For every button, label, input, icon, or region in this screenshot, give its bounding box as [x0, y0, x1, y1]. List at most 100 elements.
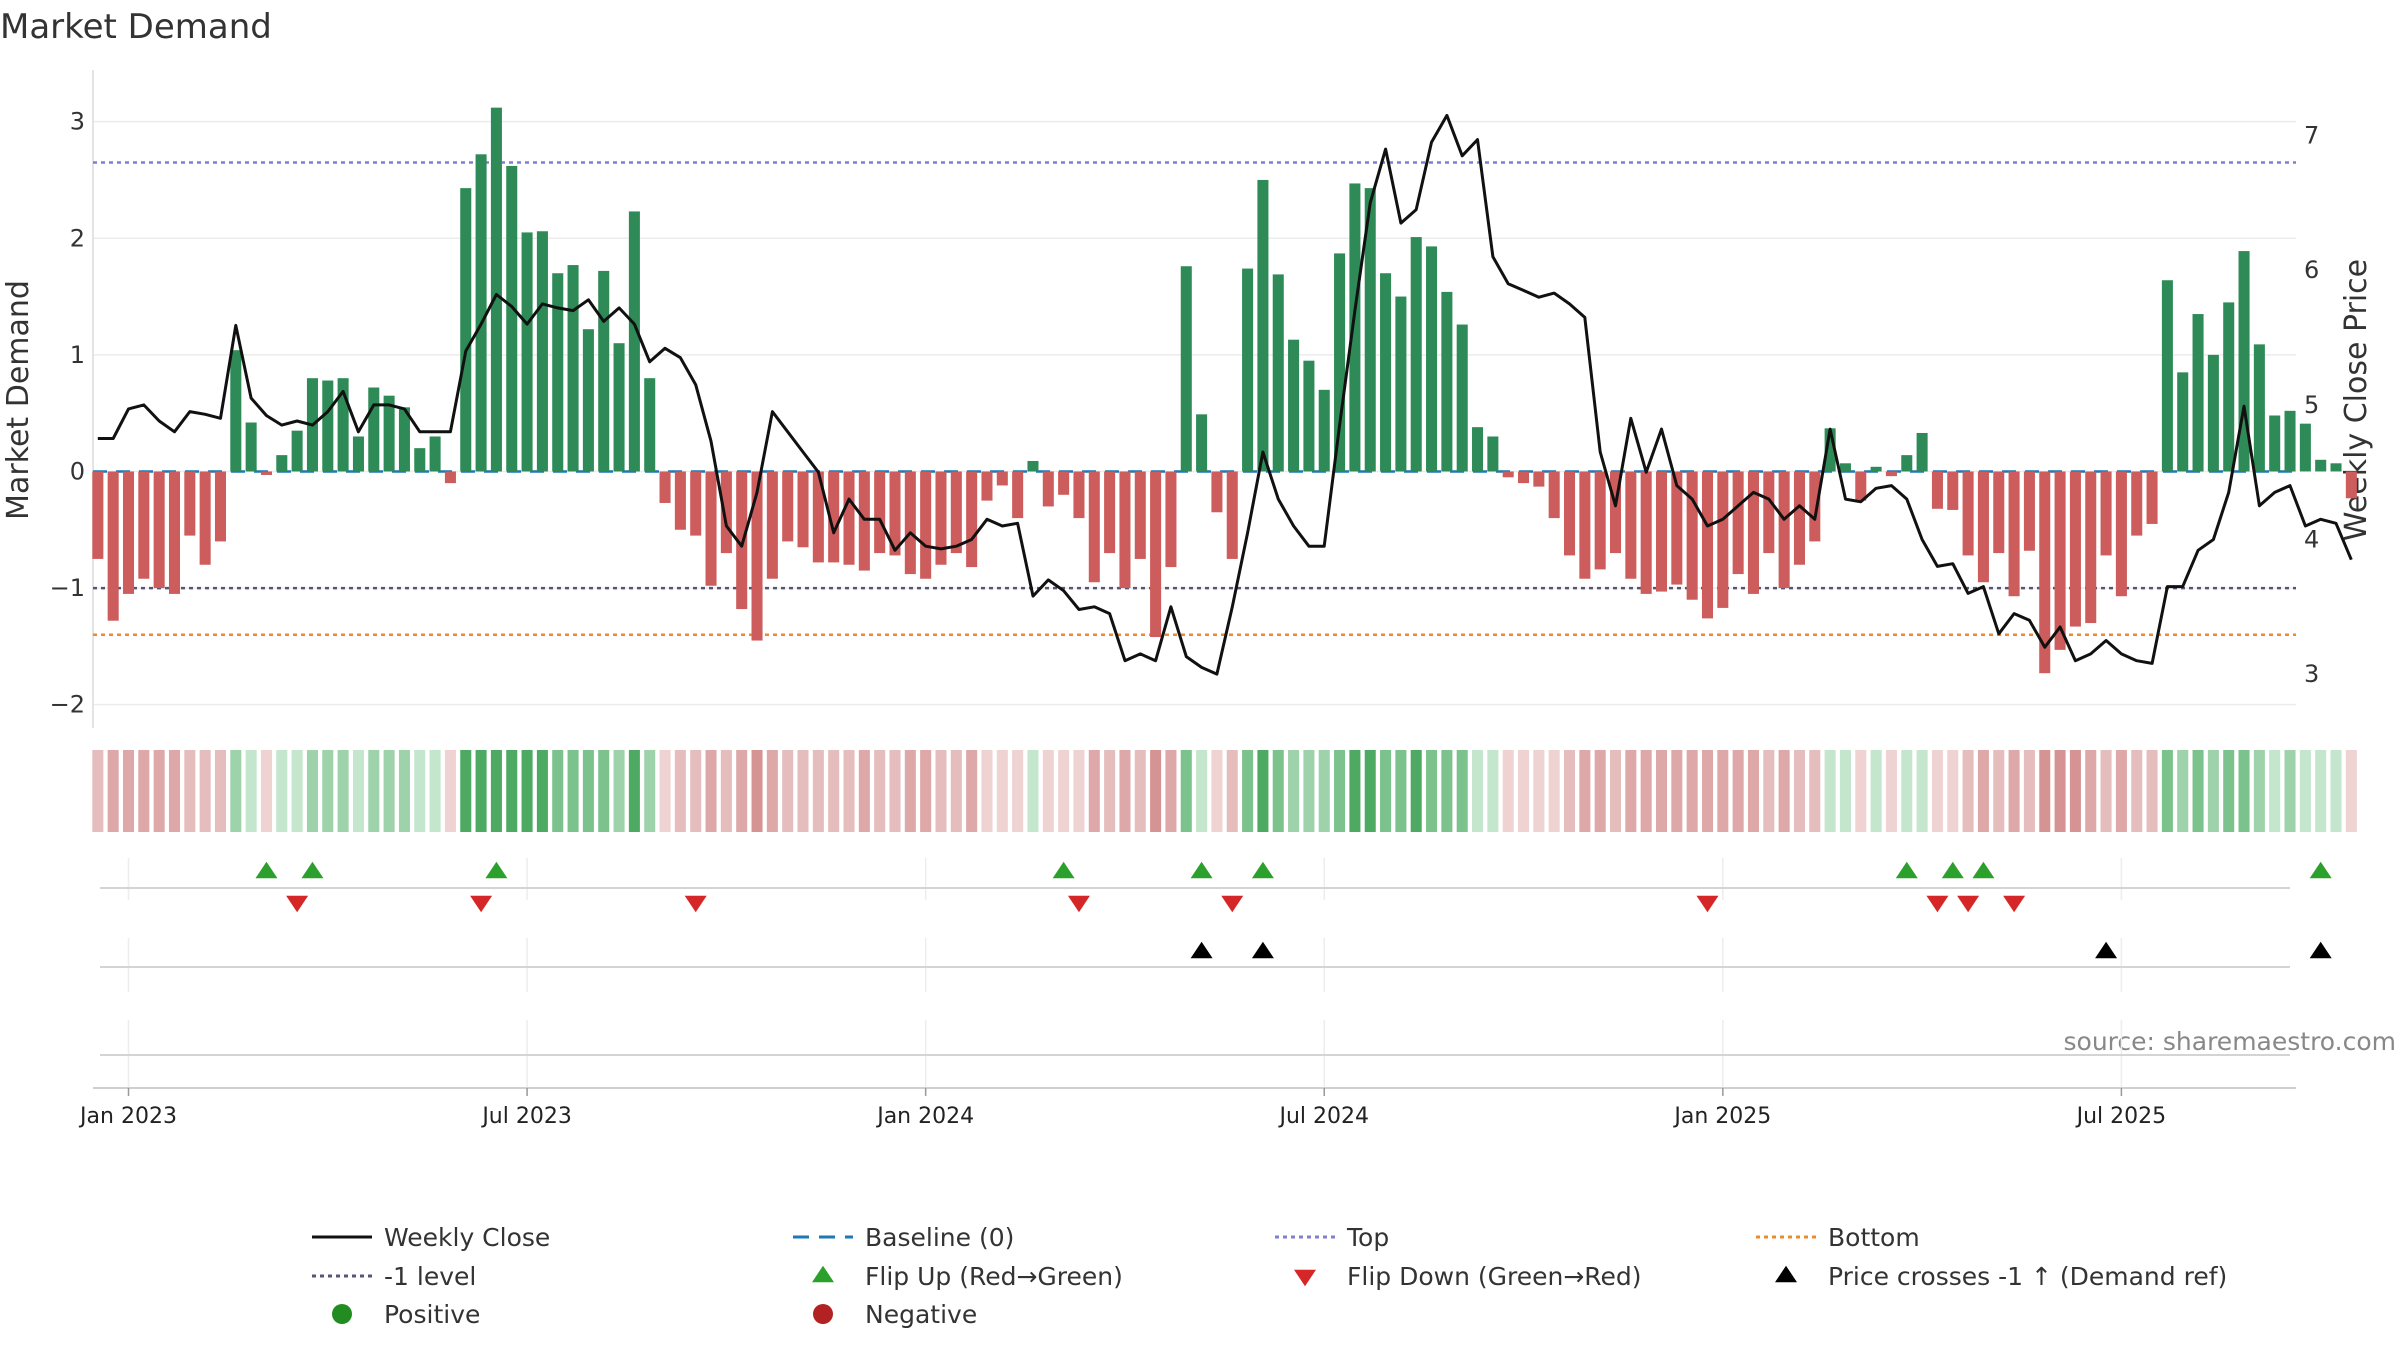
strip-cell [1564, 750, 1576, 832]
x-tick-label: Jul 2025 [2075, 1104, 2167, 1129]
strip-cell [1901, 750, 1913, 832]
demand-bar [1778, 471, 1790, 589]
demand-bar [184, 471, 196, 536]
demand-bar [2330, 463, 2342, 472]
demand-bar [659, 471, 671, 503]
demand-bar [1655, 471, 1668, 592]
legend-swatch [1775, 1265, 1797, 1283]
demand-bar [889, 471, 901, 556]
strip-cell [1885, 750, 1897, 832]
strip-cell [644, 750, 656, 832]
strip-cell [2100, 750, 2112, 832]
legend-label: Weekly Close [384, 1223, 550, 1252]
demand-bar [1732, 471, 1744, 575]
strip-cell [2238, 750, 2250, 832]
strip-cell [1993, 750, 2005, 832]
demand-bar [245, 422, 257, 472]
demand-bar [168, 471, 181, 594]
strip-cell [2177, 750, 2189, 832]
legend: Weekly Close Baseline (0) Top Bottom -1 leve… [312, 1223, 2227, 1329]
demand-bar [92, 471, 104, 559]
demand-bar [1380, 273, 1392, 472]
strip-cell [1073, 750, 1085, 832]
demand-bar [2284, 410, 2296, 472]
strip-cell [214, 750, 226, 832]
demand-bar [1226, 471, 1238, 559]
legend-label: Price crosses -1 ↑ (Demand ref) [1828, 1262, 2227, 1291]
demand-bar [996, 471, 1008, 486]
demand-bar [1824, 428, 1836, 472]
flip-up-marker [301, 861, 324, 879]
strip-cell [2330, 750, 2342, 832]
chart-title: Market Demand [0, 7, 272, 47]
strip-cell [230, 750, 242, 832]
legend-label: -1 level [384, 1262, 476, 1291]
strip-cell [812, 750, 824, 832]
demand-bar [2146, 471, 2158, 524]
strip-cell [2054, 750, 2066, 832]
legend-label: Positive [384, 1300, 480, 1329]
demand-bar [812, 471, 824, 563]
demand-bar [199, 471, 211, 565]
strip-cell [1150, 750, 1162, 832]
strip-cell [276, 750, 288, 832]
flip-down-marker [1926, 895, 1949, 913]
demand-bar [444, 471, 456, 484]
flip-up-marker [1972, 861, 1995, 879]
legend-item: -1 level [312, 1262, 476, 1291]
strip-cell [2345, 750, 2357, 832]
demand-bar [1288, 339, 1300, 472]
demand-bar [1947, 471, 1959, 510]
demand-bar [920, 471, 932, 579]
strip-cell [352, 750, 364, 832]
demand-bar [598, 270, 610, 472]
demand-bar [858, 471, 870, 571]
strip-cell [153, 750, 165, 832]
demand-bar [2054, 471, 2066, 650]
strip-cell [1870, 750, 1882, 832]
demand-bar [122, 471, 135, 594]
strip-cell [1012, 750, 1024, 832]
demand-bar [2345, 471, 2357, 499]
strip-cell [429, 750, 441, 832]
strip-cell [598, 750, 610, 832]
legend-item: Flip Down (Green→Red) [1294, 1262, 1642, 1291]
strip-cell [1717, 750, 1729, 832]
strip-cell [2315, 750, 2327, 832]
demand-bar [276, 455, 288, 472]
demand-bar [1885, 471, 1897, 477]
strip-cell [1456, 750, 1468, 832]
demand-bar [1763, 471, 1775, 554]
demand-bar [2161, 280, 2173, 472]
strip-cell [521, 750, 533, 832]
demand-bar [1747, 471, 1759, 594]
strip-cell [1962, 750, 1974, 832]
demand-bar [1518, 471, 1530, 484]
demand-bar [1579, 471, 1591, 579]
demand-bar [2131, 471, 2143, 536]
demand-bar [398, 407, 410, 472]
strip-cell [2299, 750, 2311, 832]
strip-cell [582, 750, 594, 832]
demand-bar [1334, 253, 1346, 472]
strip-cell [1671, 750, 1683, 832]
strip-cell [613, 750, 625, 832]
demand-bar [582, 329, 594, 472]
strip-cell [628, 750, 640, 832]
demand-bar [1701, 471, 1714, 619]
strip-cell [536, 750, 548, 832]
strip-cell [260, 750, 272, 832]
legend-item: Flip Up (Red→Green) [812, 1262, 1123, 1291]
y-tick-label: 1 [70, 341, 85, 369]
demand-bar [2253, 344, 2265, 472]
strip-cell [720, 750, 732, 832]
strip-cell [490, 750, 502, 832]
x-tick-label: Jan 2023 [78, 1104, 177, 1129]
legend-item: Negative [813, 1300, 977, 1329]
flip-down-marker [684, 895, 707, 913]
demand-bar [1916, 432, 1928, 472]
flip-up-marker [1251, 861, 1274, 879]
demand-bar [1640, 471, 1652, 594]
flip-down-marker [1221, 895, 1244, 913]
